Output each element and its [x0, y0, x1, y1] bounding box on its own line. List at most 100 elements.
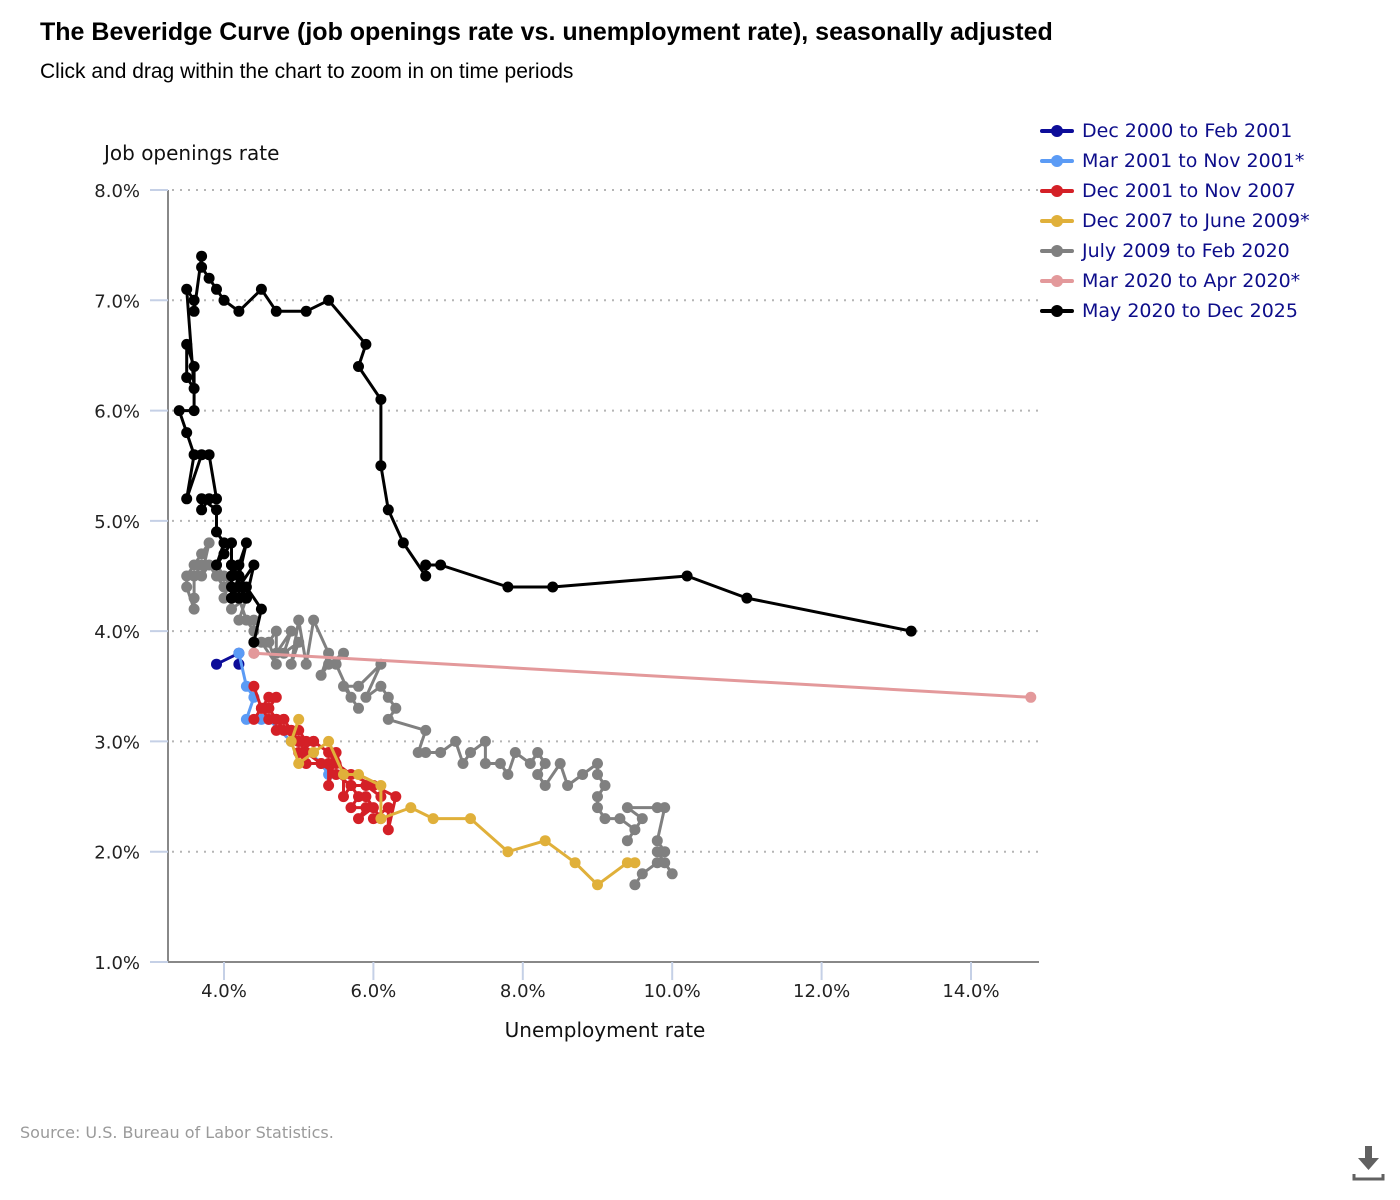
data-point[interactable]	[188, 405, 200, 417]
data-point[interactable]	[196, 261, 208, 273]
data-point[interactable]	[218, 548, 230, 560]
data-point[interactable]	[905, 625, 917, 637]
data-point[interactable]	[382, 802, 394, 814]
data-point[interactable]	[345, 780, 357, 791]
data-point[interactable]	[599, 813, 611, 825]
data-point[interactable]	[181, 493, 193, 505]
data-point[interactable]	[181, 427, 193, 439]
data-point[interactable]	[323, 735, 335, 747]
data-point[interactable]	[181, 338, 193, 350]
data-point[interactable]	[353, 680, 364, 692]
data-point[interactable]	[270, 658, 282, 670]
data-point[interactable]	[353, 361, 364, 372]
data-point[interactable]	[240, 614, 252, 626]
data-point[interactable]	[196, 559, 208, 571]
data-point[interactable]	[397, 537, 409, 549]
data-point[interactable]	[479, 735, 491, 747]
data-point[interactable]	[338, 769, 349, 780]
legend-item[interactable]: Dec 2007 to June 2009*	[1040, 206, 1310, 236]
data-point[interactable]	[188, 383, 200, 394]
data-point[interactable]	[188, 305, 200, 317]
data-point[interactable]	[1025, 691, 1037, 703]
data-point[interactable]	[502, 769, 514, 780]
data-point[interactable]	[270, 691, 282, 703]
data-point[interactable]	[181, 372, 193, 383]
data-point[interactable]	[592, 769, 603, 780]
legend-item[interactable]: Dec 2001 to Nov 2007	[1040, 176, 1310, 206]
data-point[interactable]	[353, 769, 364, 780]
data-point[interactable]	[599, 780, 611, 791]
data-point[interactable]	[614, 813, 626, 825]
data-point[interactable]	[353, 702, 364, 714]
data-point[interactable]	[375, 680, 387, 692]
data-point[interactable]	[233, 647, 245, 659]
legend-item[interactable]: July 2009 to Feb 2020	[1040, 236, 1310, 266]
data-point[interactable]	[636, 813, 648, 825]
data-point[interactable]	[248, 680, 260, 692]
data-point[interactable]	[360, 338, 372, 350]
data-point[interactable]	[666, 868, 678, 880]
data-point[interactable]	[390, 702, 402, 714]
data-point[interactable]	[539, 835, 551, 847]
data-point[interactable]	[240, 581, 252, 593]
data-point[interactable]	[547, 581, 559, 593]
data-point[interactable]	[367, 802, 379, 814]
data-point[interactable]	[188, 361, 200, 372]
data-point[interactable]	[300, 658, 312, 670]
data-point[interactable]	[293, 636, 305, 648]
data-point[interactable]	[293, 758, 305, 769]
data-point[interactable]	[360, 791, 372, 803]
data-point[interactable]	[293, 614, 305, 626]
data-point[interactable]	[270, 625, 282, 637]
data-point[interactable]	[741, 592, 753, 604]
data-point[interactable]	[203, 272, 215, 284]
data-point[interactable]	[420, 570, 432, 582]
data-point[interactable]	[353, 813, 364, 825]
data-point[interactable]	[621, 802, 633, 814]
data-point[interactable]	[390, 791, 402, 803]
data-point[interactable]	[457, 758, 469, 769]
data-point[interactable]	[226, 603, 237, 615]
data-point[interactable]	[315, 758, 327, 769]
data-point[interactable]	[196, 504, 208, 516]
data-point[interactable]	[196, 493, 208, 505]
data-point[interactable]	[659, 857, 671, 869]
data-point[interactable]	[196, 548, 208, 560]
data-point[interactable]	[539, 780, 551, 791]
data-point[interactable]	[629, 879, 641, 891]
data-point[interactable]	[502, 846, 514, 858]
data-point[interactable]	[375, 780, 387, 791]
data-point[interactable]	[300, 305, 312, 317]
data-point[interactable]	[323, 294, 335, 306]
data-point[interactable]	[293, 713, 305, 725]
data-point[interactable]	[450, 735, 462, 747]
data-point[interactable]	[509, 747, 521, 758]
data-point[interactable]	[323, 780, 335, 791]
data-point[interactable]	[577, 769, 589, 780]
data-point[interactable]	[427, 813, 439, 825]
data-point[interactable]	[360, 691, 372, 703]
data-point[interactable]	[188, 570, 200, 582]
data-point[interactable]	[181, 283, 193, 295]
data-point[interactable]	[382, 504, 394, 516]
data-point[interactable]	[255, 283, 267, 295]
data-point[interactable]	[479, 758, 491, 769]
legend-item[interactable]: Mar 2001 to Nov 2001*	[1040, 146, 1310, 176]
data-point[interactable]	[188, 294, 200, 306]
data-point[interactable]	[494, 758, 506, 769]
data-point[interactable]	[323, 658, 335, 670]
legend-item[interactable]: May 2020 to Dec 2025	[1040, 296, 1310, 326]
data-point[interactable]	[569, 857, 581, 869]
data-point[interactable]	[255, 603, 267, 615]
data-point[interactable]	[173, 405, 185, 417]
data-point[interactable]	[211, 526, 222, 538]
data-point[interactable]	[465, 813, 476, 825]
data-point[interactable]	[345, 691, 357, 703]
data-point[interactable]	[248, 647, 260, 659]
data-point[interactable]	[562, 780, 574, 791]
data-point[interactable]	[203, 449, 215, 461]
data-point[interactable]	[285, 735, 297, 747]
data-point[interactable]	[532, 769, 544, 780]
data-point[interactable]	[532, 747, 544, 758]
data-point[interactable]	[554, 758, 566, 769]
